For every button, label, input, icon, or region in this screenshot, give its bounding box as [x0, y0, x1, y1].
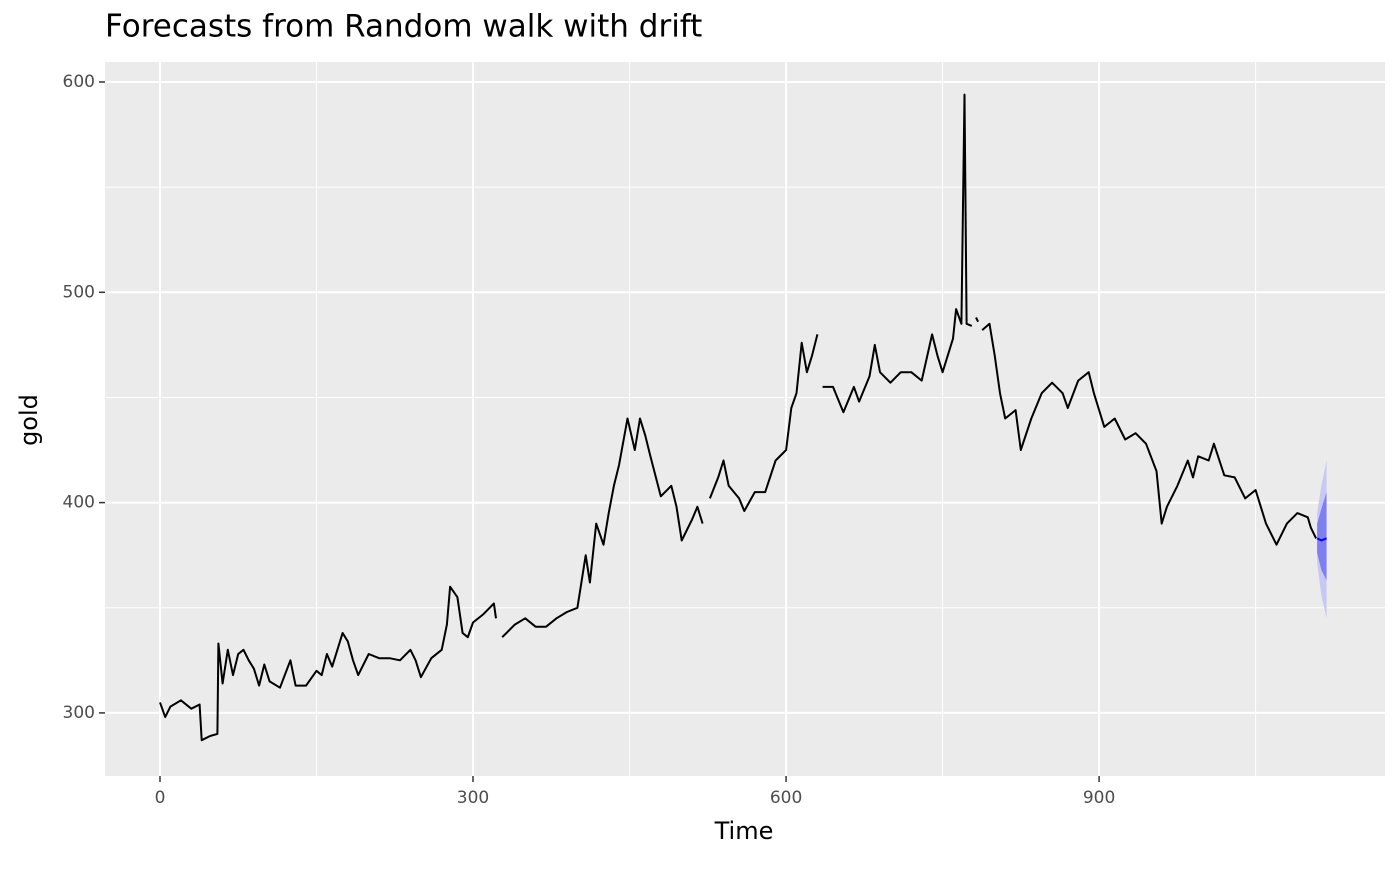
series-line — [159, 93, 1317, 742]
panel — [105, 62, 1385, 776]
x-tick-label: 900 — [1083, 788, 1115, 808]
forecast-line — [1316, 537, 1327, 542]
chart-title: Forecasts from Random walk with drift — [105, 9, 702, 45]
x-tick-label: 300 — [457, 788, 489, 808]
x-tick-label: 0 — [155, 788, 166, 808]
y-tick-label: 600 — [63, 72, 95, 92]
y-tick-label: 400 — [63, 493, 95, 513]
y-tick-label: 500 — [63, 282, 95, 302]
x-axis-label: Time — [714, 817, 774, 845]
y-axis-label: gold — [15, 394, 43, 446]
y-tick-label: 300 — [63, 703, 95, 723]
forecast-band — [1317, 492, 1327, 581]
x-tick-label: 600 — [770, 788, 802, 808]
